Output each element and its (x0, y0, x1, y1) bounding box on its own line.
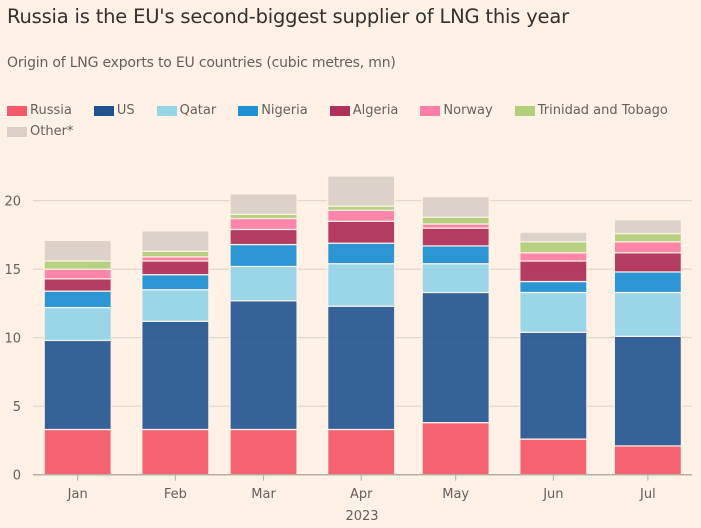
bar-segment-other-feb (141, 230, 210, 252)
bar-segment-us-jun (519, 331, 588, 440)
legend-item-qatar: Qatar (156, 102, 217, 119)
bar-segment-algeria-jun (519, 260, 588, 283)
y-tick-label: 20 (4, 195, 21, 210)
bar-segment-other-jul (613, 219, 682, 235)
y-tick-label: 15 (4, 263, 21, 278)
x-tick-label: Jan (67, 487, 88, 502)
chart-title: Russia is the EU's second-biggest suppli… (7, 5, 569, 28)
bar-segment-nigeria-apr (327, 242, 396, 265)
bar-segment-qatar-feb (141, 289, 210, 322)
bar-segment-us-mar (229, 300, 298, 431)
bar-segment-us-jan (43, 339, 112, 431)
y-tick-label: 0 (13, 469, 21, 484)
legend-swatch (420, 105, 441, 116)
legend-label: Qatar (179, 103, 217, 118)
legend-swatch (238, 105, 259, 116)
bar-segment-trinidad-and-tobago-jan (43, 260, 112, 270)
legend-swatch (156, 105, 177, 116)
x-axis-title: 2023 (345, 509, 378, 524)
bar-segment-other-may (421, 195, 490, 218)
bar-segment-nigeria-jul (613, 271, 682, 294)
bar-segment-other-apr (327, 175, 396, 207)
x-tick-label: Jun (542, 487, 563, 502)
bar-segment-algeria-jul (613, 252, 682, 273)
bar-segment-nigeria-jan (43, 290, 112, 309)
legend-swatch (7, 105, 27, 116)
bar-segment-other-jan (43, 239, 112, 262)
legend-label: Nigeria (261, 103, 308, 118)
legend-item-us: US (93, 102, 135, 119)
x-tick-label: May (442, 487, 469, 502)
bar-segment-other-mar (229, 193, 298, 216)
bar-segment-russia-jul (613, 445, 682, 476)
bar-segment-us-jul (613, 335, 682, 447)
legend-label: US (116, 103, 135, 118)
bar-segment-trinidad-and-tobago-jul (613, 232, 682, 243)
legend-item-algeria: Algeria (329, 102, 399, 119)
bar-segment-other-jun (519, 231, 588, 243)
bar-segment-russia-apr (327, 428, 396, 476)
legend-item-russia: Russia (7, 102, 72, 119)
legend-item-norway: Norway (420, 102, 493, 119)
bar-segment-algeria-may (421, 227, 490, 247)
bar-segment-algeria-jan (43, 278, 112, 292)
bar-segment-nigeria-feb (141, 274, 210, 291)
legend: Russia US Qatar Nigeria Algeria Norway Trinida… (7, 102, 697, 140)
bar-segment-norway-jan (43, 268, 112, 280)
legend-item-other: Other* (7, 123, 73, 140)
bar-segment-norway-mar (229, 217, 298, 231)
legend-swatch (93, 105, 114, 116)
bar-segment-nigeria-may (421, 245, 490, 265)
x-tick-label: Mar (251, 487, 276, 502)
bar-segment-algeria-feb (141, 260, 210, 276)
chart-subtitle: Origin of LNG exports to EU countries (c… (7, 55, 396, 71)
legend-swatch (329, 105, 350, 116)
bar-segment-norway-feb (141, 256, 210, 262)
bar-segment-qatar-jul (613, 291, 682, 337)
bar-segment-nigeria-jun (519, 280, 588, 294)
legend-label: Other* (30, 124, 74, 139)
legend-label: Russia (30, 103, 72, 118)
legend-item-trinidad-and-tobago: Trinidad and Tobago (514, 102, 668, 119)
bar-segment-russia-feb (141, 428, 210, 476)
bar-segment-qatar-may (421, 263, 490, 294)
bar-segment-norway-jul (613, 241, 682, 254)
bar-segment-us-may (421, 291, 490, 424)
bar-segment-us-feb (141, 320, 210, 431)
bar-segment-qatar-mar (229, 265, 298, 302)
legend-swatch (7, 126, 27, 137)
bar-segment-qatar-jun (519, 291, 588, 333)
bar-segment-qatar-jan (43, 306, 112, 342)
bar-segment-russia-jan (43, 428, 112, 476)
bar-segment-russia-may (421, 422, 490, 476)
bar-segment-algeria-mar (229, 228, 298, 246)
bar-segment-norway-jun (519, 252, 588, 262)
x-tick-label: Jul (639, 487, 656, 502)
bar-segment-trinidad-and-tobago-jun (519, 241, 588, 254)
bar-segment-qatar-apr (327, 263, 396, 307)
bar-segment-trinidad-and-tobago-feb (141, 250, 210, 258)
bar-segment-norway-apr (327, 209, 396, 222)
bar-segment-algeria-apr (327, 220, 396, 244)
y-tick-label: 10 (4, 332, 21, 347)
legend-label: Algeria (352, 103, 399, 118)
x-tick-label: Apr (350, 487, 373, 502)
bar-segment-trinidad-and-tobago-mar (229, 213, 298, 220)
x-tick-label: Feb (164, 487, 187, 502)
legend-label: Trinidad and Tobago (537, 103, 668, 118)
y-tick-label: 5 (13, 400, 21, 415)
bar-segment-us-apr (327, 305, 396, 431)
bar-segment-russia-mar (229, 428, 298, 476)
bar-segment-trinidad-and-tobago-may (421, 216, 490, 225)
bar-segment-norway-may (421, 223, 490, 229)
bar-segment-russia-jun (519, 438, 588, 476)
bar-segment-trinidad-and-tobago-apr (327, 205, 396, 211)
legend-item-nigeria: Nigeria (238, 102, 308, 119)
bar-segment-nigeria-mar (229, 243, 298, 268)
legend-swatch (514, 105, 535, 116)
legend-label: Norway (443, 103, 493, 118)
